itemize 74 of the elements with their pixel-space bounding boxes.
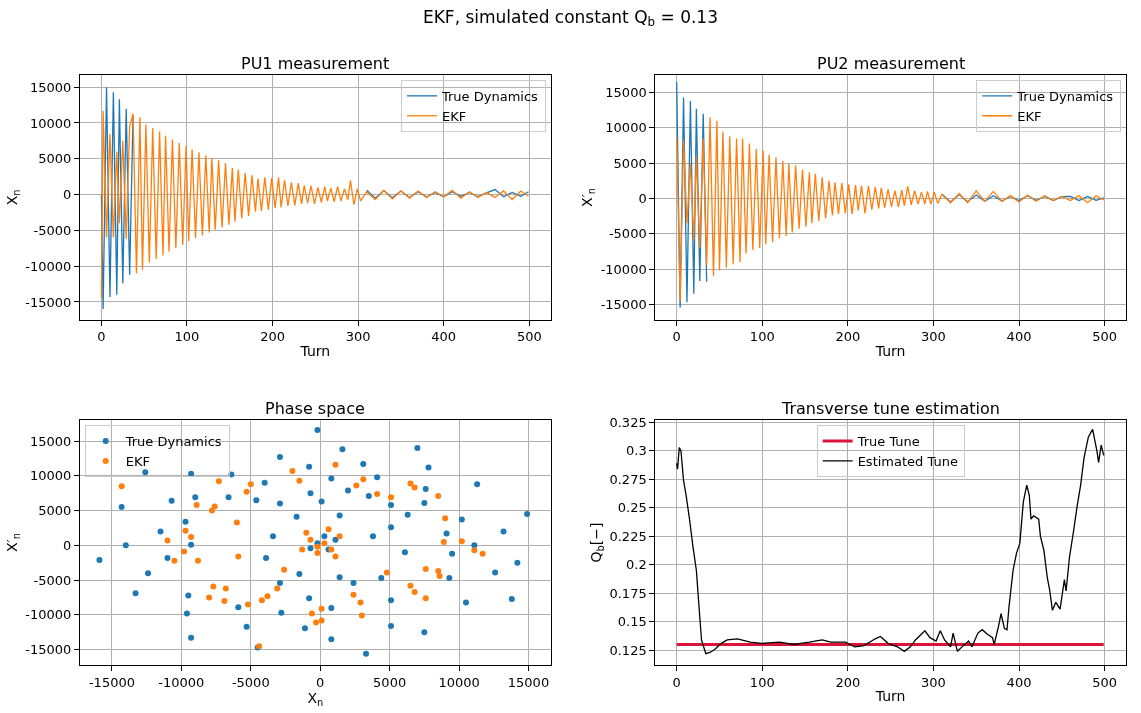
y-tick-label: 0 (63, 187, 72, 203)
x-tick-label: 400 (431, 329, 457, 345)
x-tick-label: 300 (345, 329, 371, 345)
legend-label: True Tune (856, 434, 920, 450)
y-tick-label: -10000 (600, 261, 647, 277)
line-series (676, 428, 1105, 655)
legend-label: EKF (1017, 108, 1042, 124)
x-tick-label: 5000 (373, 674, 407, 690)
y-tick-label: -10000 (25, 258, 72, 274)
legend-label: EKF (125, 453, 150, 469)
chart-title: PU1 measurement (241, 54, 390, 73)
x-tick-label: 400 (1006, 674, 1032, 690)
y-tick-label: 0.275 (609, 471, 647, 487)
x-tick-label: 200 (835, 674, 861, 690)
chart-title: PU2 measurement (817, 54, 966, 73)
y-tick-label: 0 (638, 191, 647, 207)
line-series (100, 110, 530, 300)
x-axis-title: Turn (874, 342, 906, 359)
y-tick-label: -15000 (600, 296, 647, 312)
y-tick-label: -10000 (25, 607, 72, 623)
y-tick-label: 0.25 (617, 500, 647, 516)
y-tick-label: 15000 (30, 433, 72, 449)
x-tick-label: 100 (174, 329, 200, 345)
y-tick-label: 5000 (613, 155, 647, 171)
legend-label: EKF (441, 108, 467, 124)
x-tick-label: 500 (516, 329, 542, 345)
x-axis-title: X$_{n}$ (307, 689, 324, 708)
x-tick-label: 0 (672, 329, 681, 345)
x-tick-label: -15000 (88, 674, 135, 690)
chart-title: Phase space (265, 399, 365, 418)
y-tick-label: 10000 (30, 468, 72, 484)
text: EKF, simulated constant Q$_{b}$ = 0.13 (422, 6, 719, 30)
x-axis-title: Turn (299, 342, 331, 359)
y-tick-label: 0.175 (609, 585, 647, 601)
chart-title: Transverse tune estimation (781, 399, 1000, 418)
y-tick-label: 0.325 (609, 414, 647, 430)
x-tick-label: -5000 (231, 674, 270, 690)
y-tick-label: 0.3 (626, 443, 647, 459)
y-tick-label: 0.15 (617, 614, 647, 630)
y-tick-label: -15000 (25, 642, 72, 658)
x-tick-label: 0 (316, 674, 325, 690)
x-tick-label: 100 (749, 674, 775, 690)
legend-label: True Dynamics (440, 88, 539, 104)
x-tick-label: 400 (1006, 329, 1032, 345)
y-tick-label: -15000 (25, 294, 72, 310)
y-tick-label: 0.125 (609, 642, 647, 658)
x-tick-label: 200 (835, 329, 861, 345)
y-tick-label: 15000 (605, 85, 647, 101)
y-tick-label: -5000 (33, 572, 72, 588)
y-tick-label: 5000 (38, 151, 72, 167)
x-tick-label: -10000 (158, 674, 205, 690)
legend-label: True Dynamics (1016, 88, 1114, 104)
x-tick-label: 0 (672, 674, 681, 690)
y-tick-label: 15000 (30, 79, 72, 95)
y-tick-label: 5000 (38, 503, 72, 519)
x-tick-label: 100 (749, 329, 775, 345)
x-tick-label: 15000 (507, 674, 550, 690)
x-tick-label: 300 (921, 674, 946, 690)
y-tick-label: 10000 (30, 115, 72, 131)
x-tick-label: 500 (1092, 329, 1118, 345)
y-tick-label: 0.225 (609, 528, 647, 544)
y-tick-label: 10000 (605, 120, 647, 136)
y-tick-label: 0 (63, 537, 72, 553)
x-axis-title: Turn (874, 687, 906, 704)
x-tick-label: 500 (1092, 674, 1118, 690)
y-tick-label: -5000 (33, 222, 72, 238)
x-tick-label: 300 (921, 329, 946, 345)
x-tick-label: 10000 (438, 674, 480, 690)
y-tick-label: 0.2 (626, 557, 647, 573)
x-tick-label: 200 (260, 329, 285, 345)
y-tick-label: -5000 (608, 226, 647, 242)
x-tick-label: 0 (97, 329, 106, 345)
legend-label: True Dynamics (124, 434, 222, 450)
legend-label: Estimated Tune (857, 453, 958, 469)
